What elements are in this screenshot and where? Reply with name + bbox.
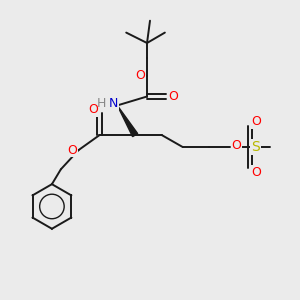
- Text: O: O: [168, 90, 178, 103]
- Text: O: O: [231, 139, 241, 152]
- Text: S: S: [251, 140, 260, 154]
- Text: H: H: [97, 98, 106, 110]
- Text: O: O: [251, 166, 261, 179]
- Text: O: O: [88, 103, 98, 116]
- Polygon shape: [117, 105, 138, 137]
- Text: O: O: [251, 115, 261, 128]
- Text: N: N: [109, 98, 119, 110]
- Text: O: O: [136, 69, 146, 82]
- Text: O: O: [67, 143, 77, 157]
